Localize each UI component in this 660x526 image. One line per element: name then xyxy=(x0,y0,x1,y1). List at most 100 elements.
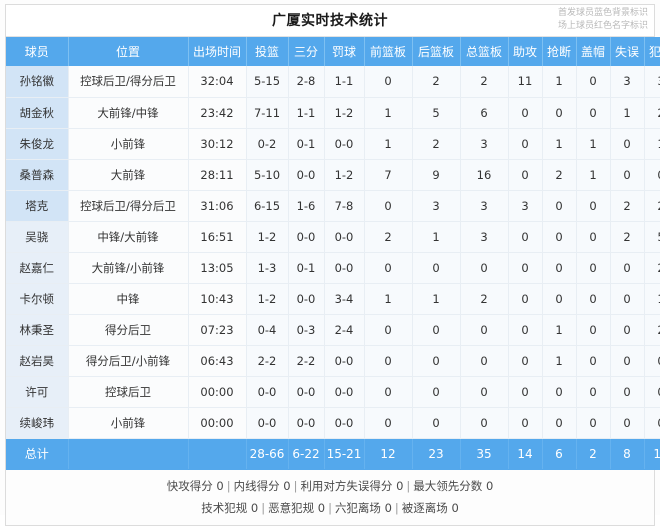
footer-separator: | xyxy=(226,478,231,493)
player-position: 控球后卫/得分后卫 xyxy=(68,66,189,98)
footer-separator: | xyxy=(328,500,332,515)
cell-stl: 0 xyxy=(542,190,577,222)
cell-3p: 2-8 xyxy=(288,66,325,98)
player-name[interactable]: 续峻玮 xyxy=(6,407,69,439)
cell-pf: 3 xyxy=(644,66,660,98)
header-row: 球员 位置 出场时间 投篮 三分 罚球 前篮板 后篮板 总篮板 助攻 抢断 盖帽… xyxy=(6,37,660,66)
cell-treb: 2 xyxy=(460,283,509,315)
cell-blk: 0 xyxy=(576,407,611,439)
cell-stl: 1 xyxy=(542,128,577,160)
player-name[interactable]: 胡金秋 xyxy=(6,97,69,129)
player-name[interactable]: 卡尔顿 xyxy=(6,283,69,315)
footer-stat-label: 恶意犯规 xyxy=(268,500,315,515)
cell-fg: 7-11 xyxy=(246,97,289,129)
col-header-blk[interactable]: 盖帽 xyxy=(576,37,611,66)
cell-minutes: 32:04 xyxy=(188,66,247,98)
col-header-oreb[interactable]: 前篮板 xyxy=(364,37,413,66)
cell-minutes: 28:11 xyxy=(188,159,247,191)
cell-oreb: 0 xyxy=(364,190,413,222)
col-header-fg[interactable]: 投篮 xyxy=(246,37,289,66)
player-position: 小前锋 xyxy=(68,128,189,160)
cell-to: 0 xyxy=(610,407,645,439)
cell-dreb: 1 xyxy=(412,283,461,315)
cell-treb: 0 xyxy=(460,314,509,346)
footer-summary: 快攻得分 0 | 内线得分 0 | 利用对方失误得分 0 | 最大领先分数 0 技术犯规 0… xyxy=(5,469,655,526)
player-name[interactable]: 赵嘉仁 xyxy=(6,252,69,284)
player-name[interactable]: 桑普森 xyxy=(6,159,69,191)
cell-blk: 0 xyxy=(576,97,611,129)
cell-dreb: 0 xyxy=(412,345,461,377)
footer-separator: | xyxy=(406,478,411,493)
cell-pf: 0 xyxy=(644,159,660,191)
cell-fg: 0-2 xyxy=(246,128,289,160)
cell-dreb: 9 xyxy=(412,159,461,191)
cell-treb: 6 xyxy=(460,97,509,129)
cell-pf: 0 xyxy=(644,407,660,439)
cell-blk: 0 xyxy=(576,314,611,346)
col-header-treb[interactable]: 总篮板 xyxy=(460,37,509,66)
cell-to: 0 xyxy=(610,345,645,377)
cell-ast: 0 xyxy=(508,314,543,346)
cell-dreb: 3 xyxy=(412,190,461,222)
cell-treb: 0 xyxy=(460,376,509,408)
col-header-player[interactable]: 球员 xyxy=(6,37,69,66)
player-name[interactable]: 孙铭徽 xyxy=(6,66,69,98)
footer-stat-value: 0 xyxy=(384,500,392,515)
cell-ast: 0 xyxy=(508,345,543,377)
col-header-stl[interactable]: 抢断 xyxy=(542,37,577,66)
cell-treb: 35 xyxy=(460,438,509,470)
player-name[interactable]: 吴骁 xyxy=(6,221,69,253)
cell-blk: 0 xyxy=(576,221,611,253)
cell-to: 0 xyxy=(610,159,645,191)
cell-to: 2 xyxy=(610,221,645,253)
cell-3p: 6-22 xyxy=(288,438,325,470)
cell-treb: 0 xyxy=(460,407,509,439)
cell-treb: 3 xyxy=(460,190,509,222)
player-name[interactable]: 塔克 xyxy=(6,190,69,222)
cell-ft: 0-0 xyxy=(324,252,365,284)
player-name[interactable]: 许可 xyxy=(6,376,69,408)
cell-fg: 5-15 xyxy=(246,66,289,98)
cell-ft: 1-2 xyxy=(324,97,365,129)
col-header-3p[interactable]: 三分 xyxy=(288,37,325,66)
col-header-ft[interactable]: 罚球 xyxy=(324,37,365,66)
cell-dreb: 2 xyxy=(412,66,461,98)
cell-minutes: 30:12 xyxy=(188,128,247,160)
cell-to: 3 xyxy=(610,66,645,98)
col-header-position[interactable]: 位置 xyxy=(68,37,189,66)
cell-fg: 6-15 xyxy=(246,190,289,222)
cell-oreb: 7 xyxy=(364,159,413,191)
cell-to: 8 xyxy=(610,438,645,470)
cell-3p: 2-2 xyxy=(288,345,325,377)
col-header-minutes[interactable]: 出场时间 xyxy=(188,37,247,66)
col-header-pf[interactable]: 犯规 xyxy=(644,37,660,66)
footer-stat-label: 快攻得分 xyxy=(166,478,213,493)
legend-note: 首发球员蓝色背景标识 场上球员红色名字标识 xyxy=(558,7,648,33)
col-header-ast[interactable]: 助攻 xyxy=(508,37,543,66)
stats-panel: 广厦实时技术统计 首发球员蓝色背景标识 场上球员红色名字标识 球员 位置 出场时… xyxy=(5,4,660,526)
cell-dreb: 2 xyxy=(412,128,461,160)
player-position: 得分后卫 xyxy=(68,314,189,346)
player-name[interactable]: 赵岩昊 xyxy=(6,345,69,377)
player-name[interactable]: 林秉圣 xyxy=(6,314,69,346)
player-name[interactable]: 朱俊龙 xyxy=(6,128,69,160)
footer-stat-value: 0 xyxy=(317,500,326,515)
cell-treb: 0 xyxy=(460,252,509,284)
col-header-to[interactable]: 失误 xyxy=(610,37,645,66)
col-header-dreb[interactable]: 后篮板 xyxy=(412,37,461,66)
title-bar: 广厦实时技术统计 首发球员蓝色背景标识 场上球员红色名字标识 xyxy=(6,5,654,37)
footer-stat-label: 最大领先分数 xyxy=(413,478,483,493)
footer-separator: | xyxy=(394,500,399,515)
player-position: 大前锋/中锋 xyxy=(68,97,189,129)
table-body: 孙铭徽控球后卫/得分后卫32:045-152-81-1022111033113胡… xyxy=(6,66,660,470)
player-name[interactable]: 总计 xyxy=(6,438,69,470)
cell-oreb: 2 xyxy=(364,221,413,253)
cell-to: 2 xyxy=(610,190,645,222)
cell-ft: 0-0 xyxy=(324,345,365,377)
